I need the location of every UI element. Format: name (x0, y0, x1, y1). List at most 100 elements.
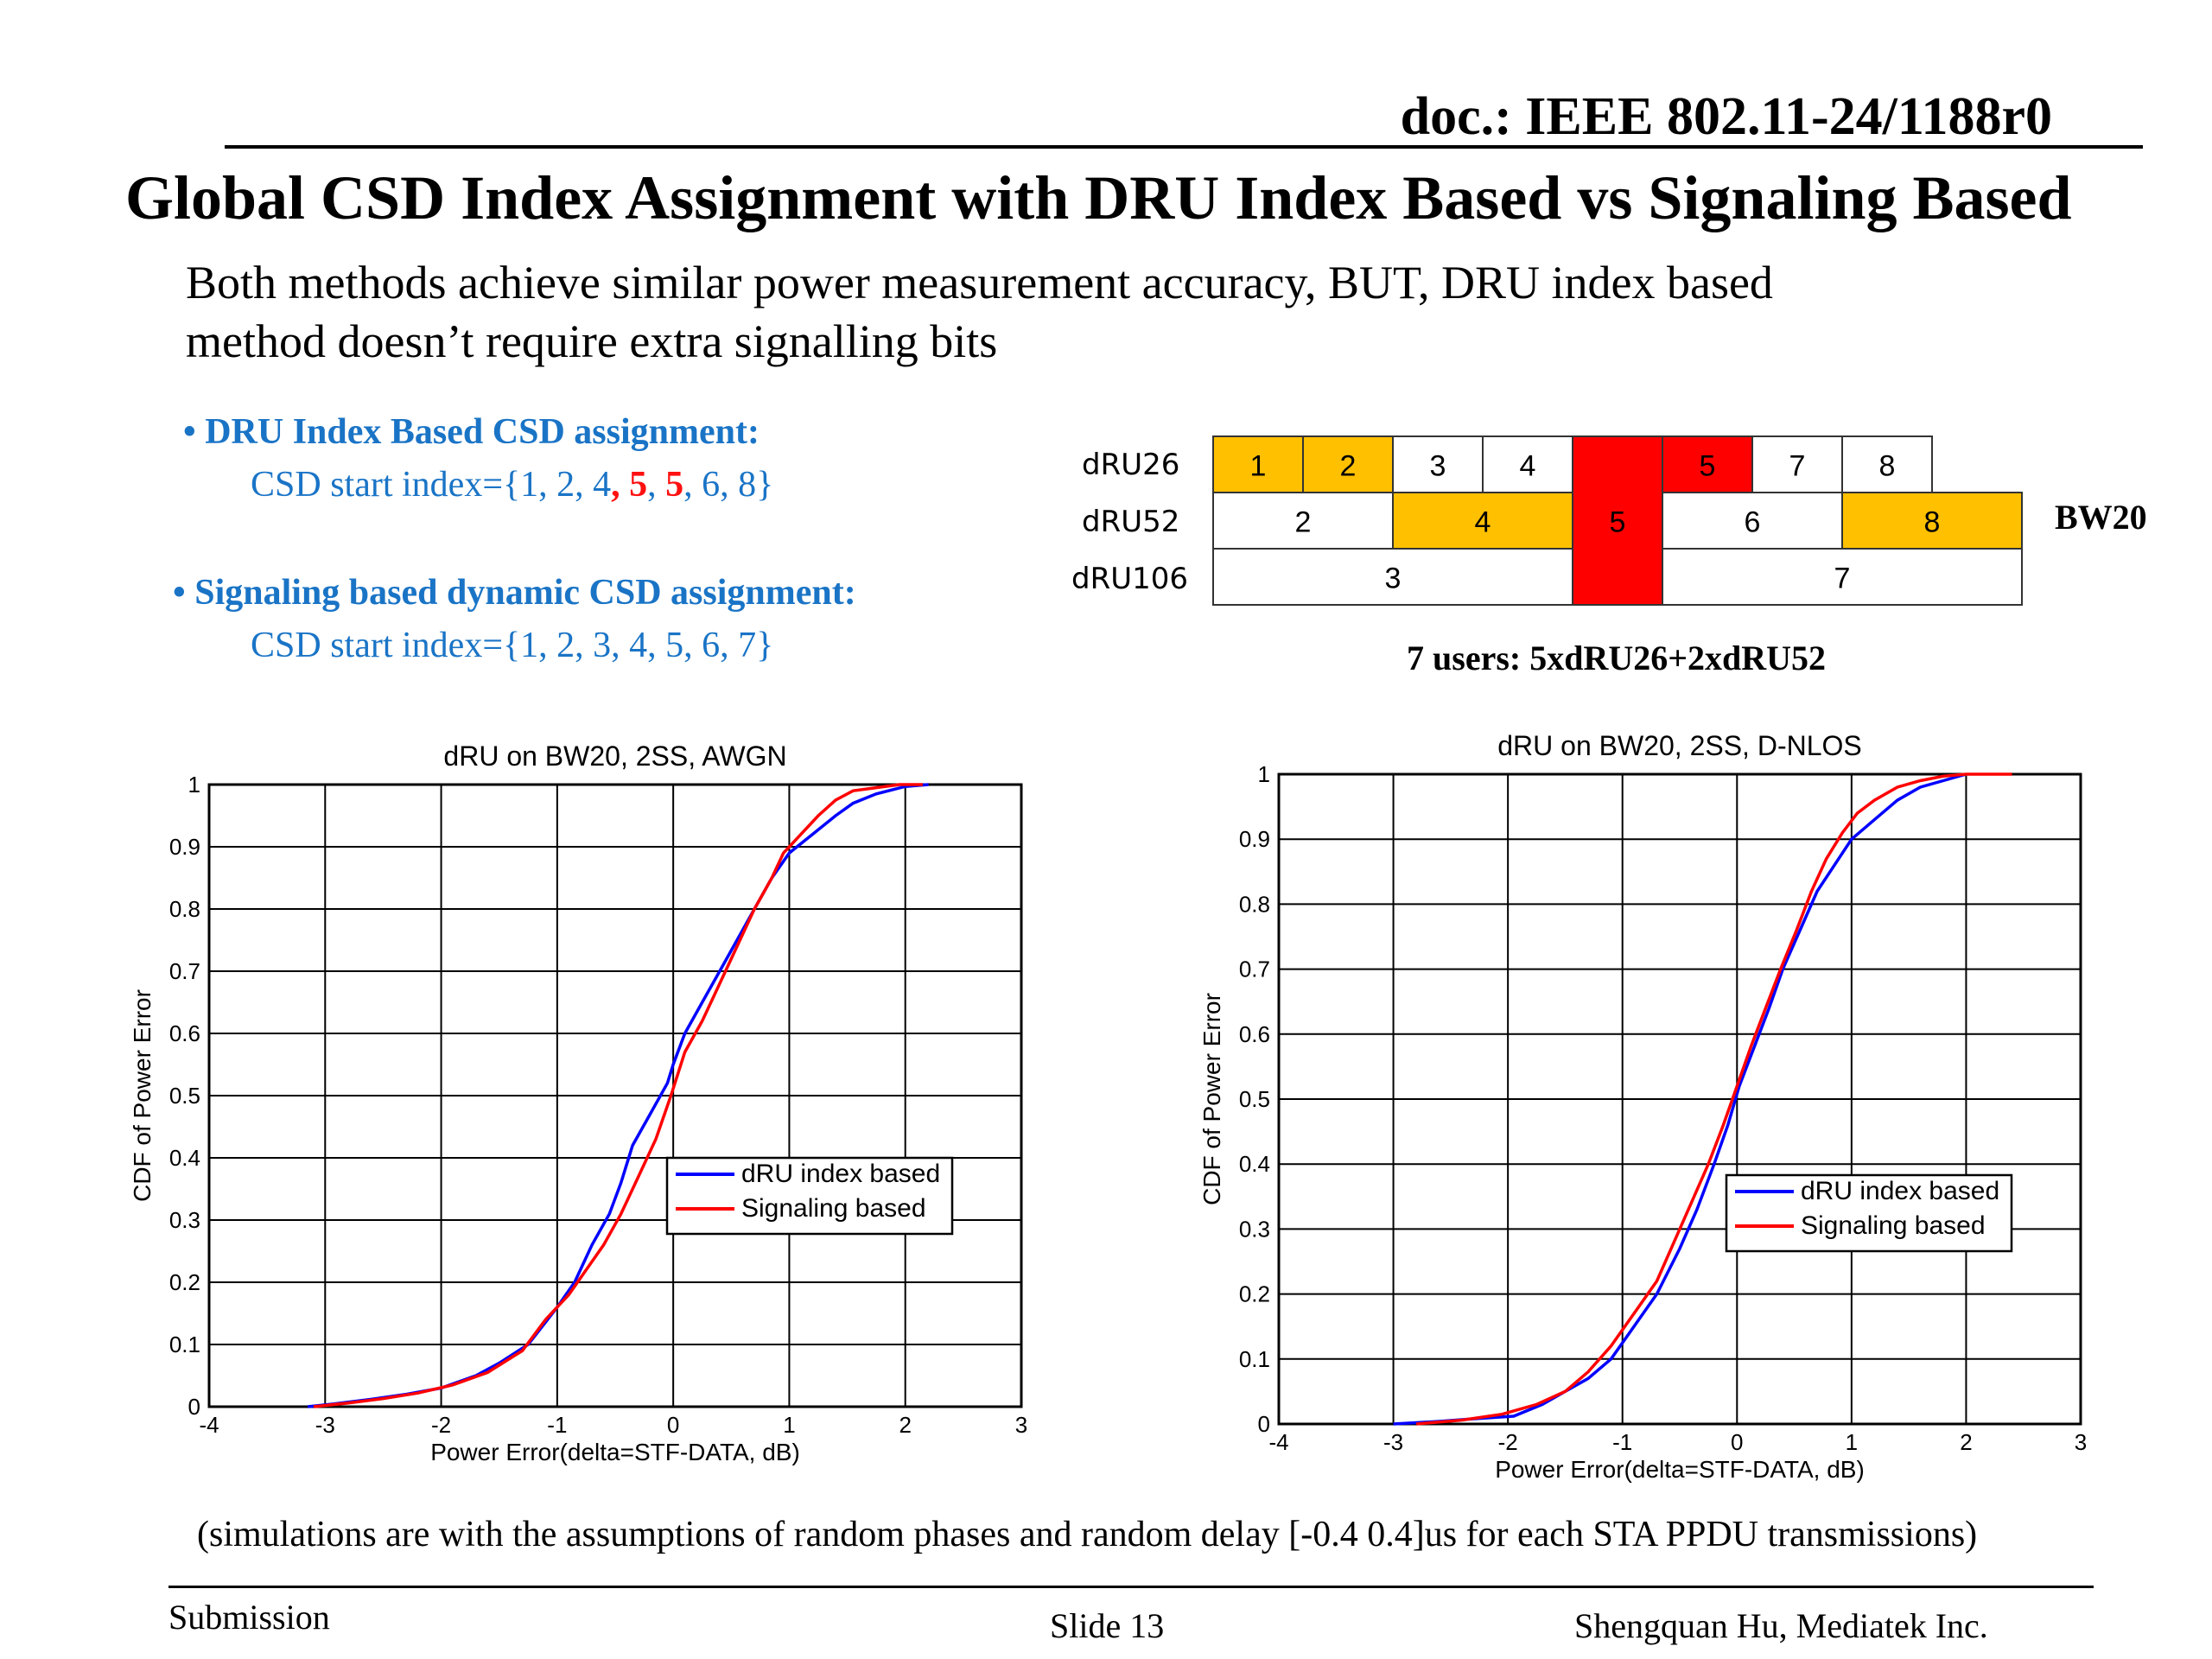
x-tick-label: -2 (431, 1412, 451, 1438)
csd-text-suffix: , 6, 8} (683, 465, 774, 505)
y-axis-label: CDF of Power Error (1198, 993, 1225, 1205)
dru26-cell-2-box (1302, 435, 1394, 493)
x-tick-label: -3 (1383, 1429, 1403, 1455)
dru52-cell-8-box (1841, 492, 2023, 550)
y-tick-label: 0 (188, 1394, 200, 1420)
dru26-cell-2-label: 2 (1340, 450, 1357, 483)
y-tick-label: 0.9 (169, 834, 200, 860)
x-axis-label: Power Error(delta=STF-DATA, dB) (430, 1439, 800, 1465)
dru52-cell-4-label: 4 (1475, 506, 1491, 539)
y-tick-label: 0.9 (1239, 826, 1270, 852)
dru26-cell-5-box (1662, 435, 1753, 493)
legend-box (665, 1156, 954, 1236)
ru-allocation-table: 123467852468375 (1212, 435, 2023, 606)
row-label-dru52: dRU52 (1082, 505, 1180, 539)
y-tick-label: 1 (1258, 761, 1270, 787)
y-tick-label: 0.8 (169, 896, 200, 922)
dru52-cell-8-label: 8 (1924, 506, 1941, 539)
chart-title: dRU on BW20, 2SS, D-NLOS (1497, 730, 1861, 761)
series-line-signaling-based (1415, 772, 2012, 1426)
row-label-dru26: dRU26 (1082, 448, 1180, 482)
y-tick-label: 0.1 (1239, 1346, 1270, 1372)
chart-dnlos: -4 -3 -2 -1 0 1 2 3 0 0.1 0.2 0.3 0.4 0.5 0.6 0.7 0.8 0.9… (1198, 730, 2087, 1483)
x-axis-label: Power Error(delta=STF-DATA, dB) (1495, 1456, 1865, 1483)
center-column-box (1572, 435, 1663, 606)
y-tick-label: 0.7 (169, 958, 200, 984)
y-tick-label: 0.5 (1239, 1086, 1270, 1112)
dru26-cell-7-label: 7 (1789, 450, 1806, 483)
center-column-label: 5 (1610, 506, 1626, 539)
chart-awgn-plot: -4 -3 -2 -1 0 1 2 3 0 0.1 0.2 0.3 0.4 0.5 0.6 0.7 0.8 0.9… (129, 741, 1027, 1465)
dru52-cell-6-label: 6 (1745, 506, 1761, 539)
y-tick-label: 0.6 (1239, 1021, 1270, 1047)
dru26-cell-8-label: 8 (1879, 450, 1896, 483)
y-tick-label: 0.7 (1239, 957, 1270, 982)
dru106-cell-3-box (1212, 548, 1573, 606)
y-tick-label: 0.2 (169, 1269, 200, 1295)
dru26-cell-1-box (1212, 435, 1304, 493)
bullet-signaling-heading: • Signaling based dynamic CSD assignment… (173, 573, 856, 613)
x-tick-label: -1 (547, 1412, 567, 1438)
y-tick-label: 0.1 (169, 1332, 200, 1357)
y-tick-label: 0.2 (1239, 1281, 1270, 1307)
footer-submission: Submission (168, 1598, 330, 1637)
dru106-cell-3-label: 3 (1385, 563, 1402, 595)
legend-box (1725, 1173, 2013, 1253)
y-tick-label: 0.4 (169, 1145, 200, 1171)
y-tick-label: 0.5 (169, 1083, 200, 1109)
csd-text-prefix: CSD start index={1, 2, 4 (251, 465, 612, 505)
dru52-cell-6-box (1662, 492, 1843, 550)
footer-slide-number: Slide 13 (1050, 1606, 1165, 1645)
plot-frame (207, 783, 1023, 1408)
x-tick-label: -1 (1612, 1429, 1632, 1455)
y-tick-label: 0 (1258, 1411, 1270, 1437)
y-tick-label: 0.3 (1239, 1216, 1270, 1242)
y-tick-label: 1 (188, 772, 200, 798)
x-tick-label: -4 (199, 1412, 219, 1438)
y-tick-label: 0.3 (169, 1207, 200, 1233)
x-tick-label: 0 (667, 1412, 679, 1438)
chart-dnlos-plot: -4 -3 -2 -1 0 1 2 3 0 0.1 0.2 0.3 0.4 0.5 0.6 0.7 0.8 0.9… (1198, 730, 2087, 1483)
summary-line-1: Both methods achieve similar power measu… (186, 257, 1773, 308)
dru26-cell-7-box (1751, 435, 1843, 493)
series-line-dru-index-based (1393, 772, 1967, 1426)
footer-author: Shengquan Hu, Mediatek Inc. (1574, 1606, 1988, 1645)
x-tick-label: 0 (1731, 1429, 1743, 1455)
x-tick-label: -4 (1268, 1429, 1288, 1455)
plot-frame (1277, 772, 2082, 1426)
y-tick-label: 0.8 (1239, 891, 1270, 917)
y-axis-label: CDF of Power Error (129, 989, 156, 1202)
legend-label: Signaling based (741, 1194, 926, 1223)
dru26-cell-1-label: 1 (1250, 450, 1267, 483)
dru26-cell-5-label: 5 (1700, 450, 1716, 483)
ru-cells: 123467852468375 (1212, 435, 2023, 606)
legend-label: dRU index based (1801, 1177, 1999, 1205)
bullet-dru-index-heading: • DRU Index Based CSD assignment: (183, 412, 760, 452)
doc-id: doc.: IEEE 802.11-24/1188r0 (1400, 87, 2052, 146)
dru106-cell-7-label: 7 (1834, 563, 1851, 595)
x-tick-label: -2 (1498, 1429, 1518, 1455)
footnote: (simulations are with the assumptions of… (197, 1515, 1978, 1554)
dru106-cell-7-box (1662, 548, 2023, 606)
footer-rule (168, 1586, 2094, 1588)
chart-title: dRU on BW20, 2SS, AWGN (443, 741, 786, 772)
users-caption: 7 users: 5xdRU26+2xdRU52 (1407, 639, 1827, 677)
bullet-signaling-csd: CSD start index={1, 2, 3, 4, 5, 6, 7} (251, 626, 774, 665)
bw-label: BW20 (2055, 498, 2147, 537)
dru26-cell-4-label: 4 (1520, 450, 1536, 483)
x-tick-label: -3 (315, 1412, 335, 1438)
series-line-signaling-based (313, 783, 923, 1408)
x-tick-label: 1 (783, 1412, 795, 1438)
header-rule (225, 145, 2143, 149)
chart-awgn: -4 -3 -2 -1 0 1 2 3 0 0.1 0.2 0.3 0.4 0.5 0.6 0.7 0.8 0.9… (129, 741, 1027, 1465)
y-tick-label: 0.6 (169, 1020, 200, 1046)
x-tick-label: 2 (1960, 1429, 1972, 1455)
legend-label: dRU index based (741, 1160, 940, 1188)
x-tick-label: 3 (2075, 1429, 2087, 1455)
row-label-dru106: dRU106 (1071, 562, 1188, 596)
csd-text-separator: , (647, 465, 666, 505)
dru26-cell-3-label: 3 (1430, 450, 1446, 483)
x-tick-label: 1 (1846, 1429, 1858, 1455)
bullet-dru-index-csd: CSD start index={1, 2, 4, 5, 5, 6, 8} (251, 464, 773, 505)
legend-label: Signaling based (1801, 1211, 1986, 1240)
